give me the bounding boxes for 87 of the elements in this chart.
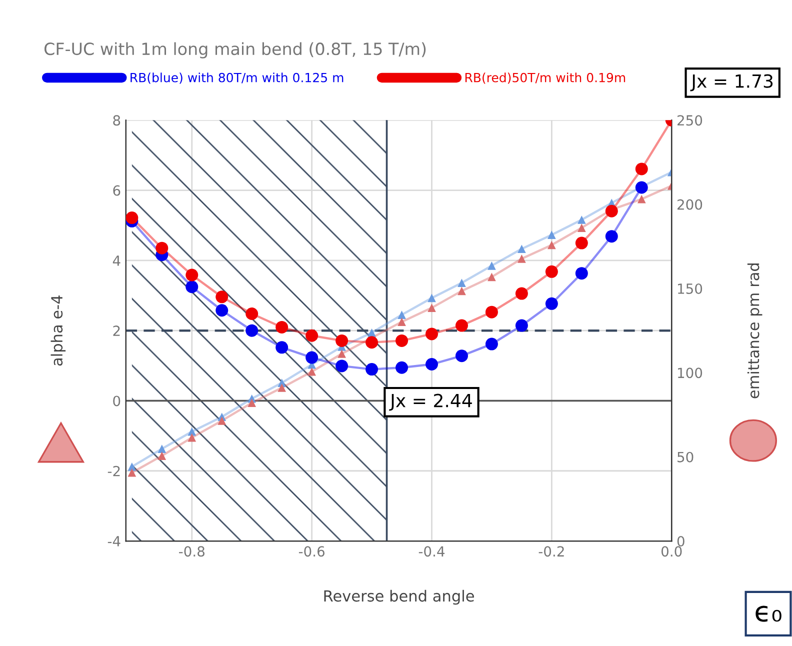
- point: [278, 384, 286, 392]
- point: [637, 194, 646, 204]
- y2-tick-label: 150: [678, 283, 702, 294]
- point: [216, 290, 228, 304]
- chart-title: CF-UC with 1m long main bend (0.8T, 15 T/m): [44, 42, 426, 58]
- y-tick-label: 0: [113, 396, 120, 406]
- point: [455, 350, 468, 362]
- point: [366, 336, 378, 349]
- point: [485, 306, 498, 318]
- y-tick-label: 6: [113, 185, 120, 196]
- text: RB(red)50T/m with 0.19m: [465, 72, 626, 84]
- point: [398, 310, 406, 319]
- point: [428, 294, 436, 302]
- point: [126, 212, 138, 224]
- point: [518, 244, 526, 254]
- point: [128, 468, 136, 477]
- point: [428, 304, 436, 312]
- point: [575, 267, 588, 280]
- point: [515, 287, 528, 300]
- point: [488, 262, 496, 270]
- point: [605, 230, 618, 243]
- point: [186, 268, 198, 282]
- y2-tick-label: 0: [677, 536, 684, 546]
- point: [128, 462, 136, 471]
- y2-tick-label: 250: [677, 115, 702, 126]
- point: [396, 334, 408, 347]
- point: [426, 358, 438, 371]
- point: [635, 162, 648, 176]
- x-axis-title: Reverse bend angle: [324, 590, 474, 605]
- y-tick-label: -4: [108, 536, 120, 546]
- point: [458, 286, 466, 296]
- point: [306, 329, 318, 342]
- y-axis-title: alpha e-4: [50, 296, 66, 366]
- point: [216, 304, 228, 317]
- y2-tick-label: 100: [678, 368, 702, 378]
- point: [158, 444, 166, 453]
- x-tick-label: 0.0: [661, 546, 682, 557]
- y-tick-label: 8: [113, 115, 120, 126]
- y-tick-label: -2: [108, 466, 120, 476]
- point: [306, 351, 318, 364]
- point: [518, 254, 526, 263]
- point: [455, 319, 468, 332]
- x-tick-label: -0.4: [418, 546, 445, 557]
- point: [336, 360, 348, 372]
- y-tick-label: 4: [112, 256, 120, 266]
- point: [396, 361, 408, 374]
- point: [488, 272, 496, 282]
- point: [458, 278, 466, 288]
- point: [366, 363, 378, 376]
- x-tick-label: -0.6: [298, 546, 324, 557]
- text: ϵ₀: [756, 606, 782, 622]
- x-tick-label: -0.2: [538, 546, 564, 557]
- point: [246, 308, 258, 320]
- point: [308, 367, 316, 376]
- y2-tick-label: 200: [677, 199, 702, 210]
- point: [338, 350, 346, 358]
- point: [548, 230, 556, 240]
- point: [548, 240, 556, 250]
- point: [368, 328, 376, 337]
- y-tick-label: 2: [113, 326, 120, 336]
- point: [336, 334, 348, 347]
- point: [246, 324, 258, 337]
- point: [545, 297, 558, 310]
- point: [545, 265, 558, 278]
- text: RB(blue) with 80T/m with 0.125 m: [130, 72, 344, 84]
- point: [398, 318, 406, 326]
- point: [578, 216, 586, 224]
- point: [485, 338, 498, 350]
- point: [605, 204, 618, 218]
- x-tick-label: -0.8: [179, 546, 204, 557]
- y2-axis-title: emittance pm rad: [747, 263, 762, 398]
- point: [276, 320, 288, 334]
- point: [635, 181, 648, 194]
- point: [578, 224, 586, 232]
- point: [515, 319, 528, 332]
- point: [186, 280, 198, 294]
- point: [426, 328, 438, 340]
- point: [248, 398, 256, 408]
- point: [156, 242, 168, 254]
- point: [276, 341, 288, 354]
- y2-tick-label: 50: [678, 452, 694, 462]
- point: [575, 236, 588, 250]
- annotation: Jx = 2.44: [389, 394, 472, 411]
- point: [158, 452, 166, 460]
- text: Jx = 1.73: [690, 74, 773, 92]
- point: [188, 433, 196, 442]
- point: [218, 416, 226, 425]
